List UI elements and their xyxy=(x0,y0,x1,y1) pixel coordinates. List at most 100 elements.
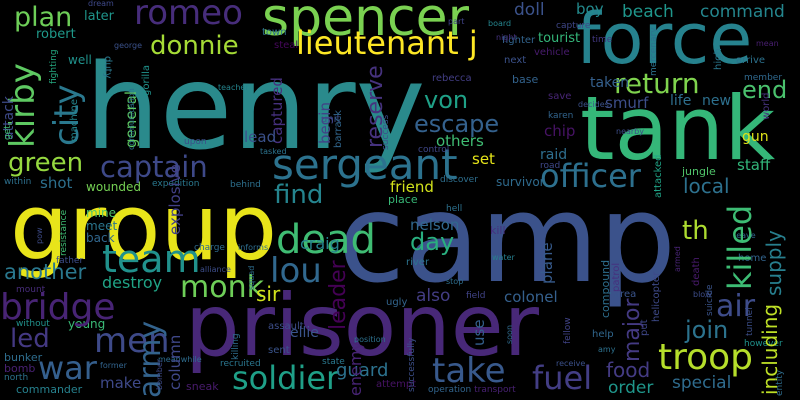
word-jungle: jungle xyxy=(682,165,716,178)
word-decides: decides xyxy=(578,100,609,109)
word-stop: stop xyxy=(446,277,464,286)
word-receive: receive xyxy=(556,359,586,368)
word-craig: craig xyxy=(300,234,340,253)
word-sergeant: sergeant xyxy=(272,140,458,189)
word-control: control xyxy=(418,145,450,155)
word-charge: charge xyxy=(194,243,225,253)
word-green: green xyxy=(8,148,84,178)
word-high: high xyxy=(713,48,724,70)
word-compound: compound xyxy=(599,259,612,318)
word-colonel: colonel xyxy=(504,288,558,306)
word-death: death xyxy=(691,257,702,286)
word-north: north xyxy=(4,373,29,383)
word-tasked: tasked xyxy=(260,147,287,156)
word-prisoner: prisoner xyxy=(185,276,540,376)
word-tourist: tourist xyxy=(538,31,581,46)
word-attacked: attacked xyxy=(653,154,664,198)
word-troop: troop xyxy=(658,337,754,378)
word-dream: dream xyxy=(88,0,114,8)
word-amy: amy xyxy=(598,345,616,354)
word-hell: hell xyxy=(446,204,463,214)
word-base: base xyxy=(512,73,539,86)
word-use: use xyxy=(470,319,488,346)
word-lead: lead xyxy=(244,128,277,146)
word-begin: begin xyxy=(316,102,334,144)
word-member: member xyxy=(744,73,783,83)
word-plane: plane xyxy=(538,242,556,284)
word-air: air xyxy=(716,289,756,324)
word-soon: soon xyxy=(505,324,514,344)
word-save: save xyxy=(548,91,572,102)
word-day: day xyxy=(410,228,455,256)
word-operation: operation xyxy=(428,385,472,395)
word-killed: killed xyxy=(721,204,759,290)
word-guard: guard xyxy=(336,360,389,381)
word-gun: gun xyxy=(742,129,769,145)
word-escape: escape xyxy=(414,110,500,138)
word-nelson: nelson xyxy=(410,216,460,234)
word-lieutenant-j: lieutenant j xyxy=(296,24,478,62)
word-bunker: bunker xyxy=(4,351,43,364)
word-duty: duty xyxy=(102,56,113,79)
word-later: later xyxy=(84,9,115,24)
word-local: local xyxy=(683,174,730,198)
word-patrol: patrol xyxy=(611,262,622,292)
word-well: well xyxy=(68,53,92,67)
word-captain: captain xyxy=(100,150,208,184)
word-time: time xyxy=(592,35,613,45)
word-make: make xyxy=(100,374,142,392)
word-town: town xyxy=(262,27,287,38)
word-water: water xyxy=(492,253,515,262)
word-machine: machine xyxy=(69,99,80,142)
word-sir: sir xyxy=(256,282,281,306)
word-staff: staff xyxy=(737,156,771,174)
word-camp: camp xyxy=(338,168,677,310)
word-river: river xyxy=(406,257,430,268)
word-leader: leader xyxy=(326,260,351,330)
word-karen: karen xyxy=(548,111,574,121)
word-sneak: sneak xyxy=(186,380,219,393)
word-meanwhile: meanwhile xyxy=(158,355,202,364)
word-th: th xyxy=(682,216,709,246)
word-informs: informs xyxy=(238,243,269,252)
word-board: board xyxy=(488,19,512,28)
word-squad: squad xyxy=(247,265,256,290)
word-put: put xyxy=(639,319,650,336)
word-enemy: enemy xyxy=(346,341,365,396)
word-doll: doll xyxy=(514,0,545,20)
word-bomber: bomber xyxy=(155,358,164,390)
word-rebecca: rebecca xyxy=(432,73,472,84)
word-attempt: attempt xyxy=(376,379,417,390)
word-kill: kill xyxy=(490,224,506,237)
word-friend: friend xyxy=(390,178,434,196)
word-nearby: nearby xyxy=(616,127,644,136)
word-robert: robert xyxy=(36,27,76,42)
word-new: new xyxy=(702,93,731,109)
word-discover: discover xyxy=(440,175,478,185)
word-mine: mine xyxy=(86,206,117,220)
word-shot: shot xyxy=(40,174,73,192)
word-men: men xyxy=(94,321,170,361)
word-without: without xyxy=(16,319,50,329)
word-end: end xyxy=(742,76,788,104)
word-supply: supply xyxy=(762,230,786,296)
word-teacher: teacher xyxy=(218,83,249,92)
word-team: team xyxy=(102,237,201,281)
word-survivor: survivor xyxy=(496,175,545,189)
word-expedition: expedition xyxy=(152,179,200,189)
word-unit: unit xyxy=(321,114,341,125)
word-suicide: suicide xyxy=(705,284,715,316)
word-capture: capture xyxy=(556,21,591,31)
word-barrack: barrack xyxy=(333,110,344,148)
word-mean: mean xyxy=(756,39,779,48)
word-group: group xyxy=(10,174,278,281)
word-another: another xyxy=(4,260,87,284)
word-raid: raid xyxy=(540,147,568,163)
word-young: young xyxy=(68,317,106,331)
word-alliance: alliance xyxy=(200,265,231,274)
word-explosive: explosive xyxy=(166,164,184,235)
word-romeo: romeo xyxy=(134,0,243,33)
word-night: night xyxy=(496,33,517,42)
word-george: george xyxy=(114,41,143,50)
word-food: food xyxy=(606,358,651,382)
